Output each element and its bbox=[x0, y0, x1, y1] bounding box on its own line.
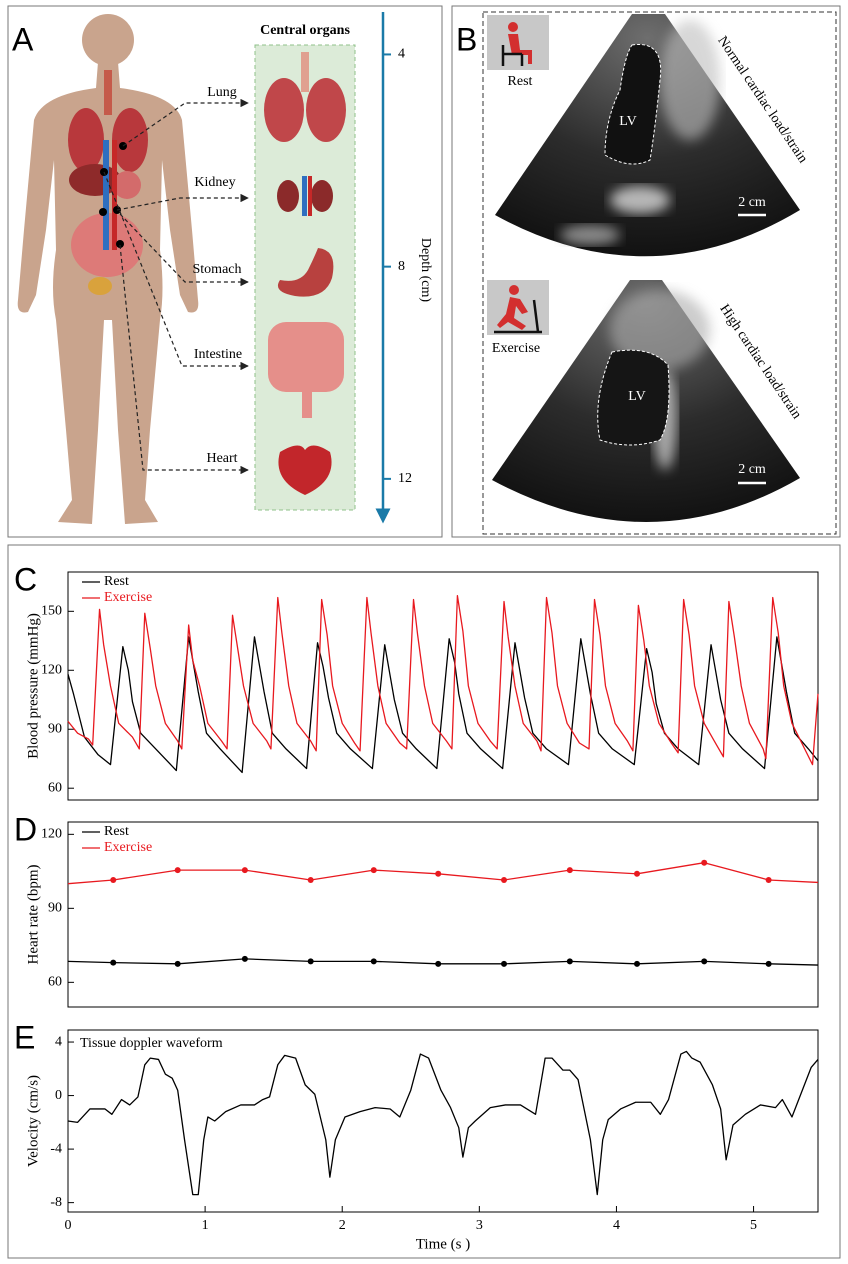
x-tick-label: 0 bbox=[65, 1218, 72, 1233]
data-point bbox=[701, 859, 708, 866]
legend-label: Rest bbox=[104, 574, 129, 589]
y-axis-label: Velocity (cm/s) bbox=[25, 1075, 41, 1167]
data-point bbox=[241, 867, 248, 874]
organ-icons bbox=[264, 52, 346, 495]
panel-b-inner bbox=[482, 11, 837, 535]
x-tick-label: 3 bbox=[476, 1218, 483, 1233]
legend-label: Rest bbox=[104, 824, 129, 839]
y-tick-label: 0 bbox=[55, 1088, 62, 1103]
x-tick-label: 2 bbox=[339, 1218, 346, 1233]
organ-label: Heart bbox=[206, 451, 237, 466]
organ-box-title: Central organs bbox=[260, 23, 350, 38]
y-tick-label: 60 bbox=[48, 780, 62, 795]
y-tick-label: 120 bbox=[41, 662, 62, 677]
data-point bbox=[765, 876, 772, 883]
data-point bbox=[634, 960, 641, 967]
x-axis-label: Time (s ) bbox=[416, 1236, 470, 1252]
leader-lines bbox=[103, 98, 249, 475]
legend-label: Exercise bbox=[104, 590, 152, 605]
data-point bbox=[307, 958, 314, 965]
depth-axis-label: Depth (cm) bbox=[418, 238, 433, 302]
scale-bar-label: 2 cm bbox=[738, 195, 766, 210]
data-point bbox=[110, 959, 117, 966]
y-tick-label: 60 bbox=[48, 975, 62, 990]
series-line bbox=[67, 862, 819, 885]
x-tick-label: 4 bbox=[613, 1218, 620, 1233]
panel-label: B bbox=[456, 21, 477, 57]
data-point bbox=[307, 876, 314, 883]
data-point bbox=[174, 867, 181, 874]
panel-label: D bbox=[14, 811, 37, 847]
depth-tick-label: 8 bbox=[398, 259, 405, 274]
y-tick-label: 4 bbox=[55, 1034, 62, 1049]
y-tick-label: 90 bbox=[48, 901, 62, 916]
y-axis-label: Blood pressure (mmHg) bbox=[25, 613, 41, 759]
organ-label: Stomach bbox=[193, 262, 242, 277]
panel-label: C bbox=[14, 561, 37, 597]
plot-frame bbox=[67, 821, 819, 1008]
person-icons bbox=[487, 15, 549, 335]
panel-cde-frame bbox=[7, 544, 841, 1259]
ultrasound-rest bbox=[495, 14, 800, 257]
series-line bbox=[67, 594, 819, 766]
ultrasound-exercise bbox=[492, 280, 800, 523]
series-line bbox=[67, 636, 819, 774]
depth-tick-label: 12 bbox=[398, 471, 412, 486]
data-point bbox=[501, 960, 508, 967]
y-tick-label: -4 bbox=[50, 1141, 62, 1156]
condition-label: Rest bbox=[508, 74, 533, 89]
x-tick-label: 5 bbox=[750, 1218, 757, 1233]
data-point bbox=[765, 960, 772, 967]
y-tick-label: 150 bbox=[41, 604, 62, 619]
plot-frame bbox=[67, 571, 819, 801]
data-point bbox=[435, 870, 442, 877]
y-tick-label: 120 bbox=[41, 827, 62, 842]
data-point bbox=[701, 958, 708, 965]
data-point bbox=[370, 867, 377, 874]
body-illustration bbox=[17, 14, 199, 524]
chart-title: Tissue doppler waveform bbox=[80, 1036, 223, 1051]
data-point bbox=[435, 960, 442, 967]
y-tick-label: -8 bbox=[50, 1195, 62, 1210]
y-axis-label: Heart rate (bpm) bbox=[25, 865, 41, 965]
legend-label: Exercise bbox=[104, 840, 152, 855]
data-point bbox=[566, 958, 573, 965]
organ-label: Lung bbox=[207, 85, 237, 100]
data-point bbox=[174, 960, 181, 967]
chamber-label: LV bbox=[619, 114, 636, 129]
condition-label: Exercise bbox=[492, 341, 540, 356]
organ-label: Kidney bbox=[194, 175, 235, 190]
data-point bbox=[241, 955, 248, 962]
scale-bar-label: 2 cm bbox=[738, 462, 766, 477]
panel-label: A bbox=[12, 21, 34, 57]
organ-label: Intestine bbox=[194, 347, 242, 362]
data-point bbox=[110, 876, 117, 883]
data-point bbox=[501, 876, 508, 883]
panel-a-frame bbox=[7, 5, 443, 538]
data-point bbox=[370, 958, 377, 965]
panel-b-frame bbox=[451, 5, 841, 538]
data-point bbox=[634, 870, 641, 877]
depth-tick-label: 4 bbox=[398, 47, 405, 62]
x-tick-label: 1 bbox=[202, 1218, 209, 1233]
depth-ticks: 4 8 12 bbox=[383, 47, 412, 486]
data-point bbox=[566, 867, 573, 874]
chamber-label: LV bbox=[628, 389, 645, 404]
plot-frame bbox=[67, 1029, 819, 1213]
series-line bbox=[67, 1050, 819, 1196]
y-tick-label: 90 bbox=[48, 721, 62, 736]
panel-label: E bbox=[14, 1019, 35, 1055]
